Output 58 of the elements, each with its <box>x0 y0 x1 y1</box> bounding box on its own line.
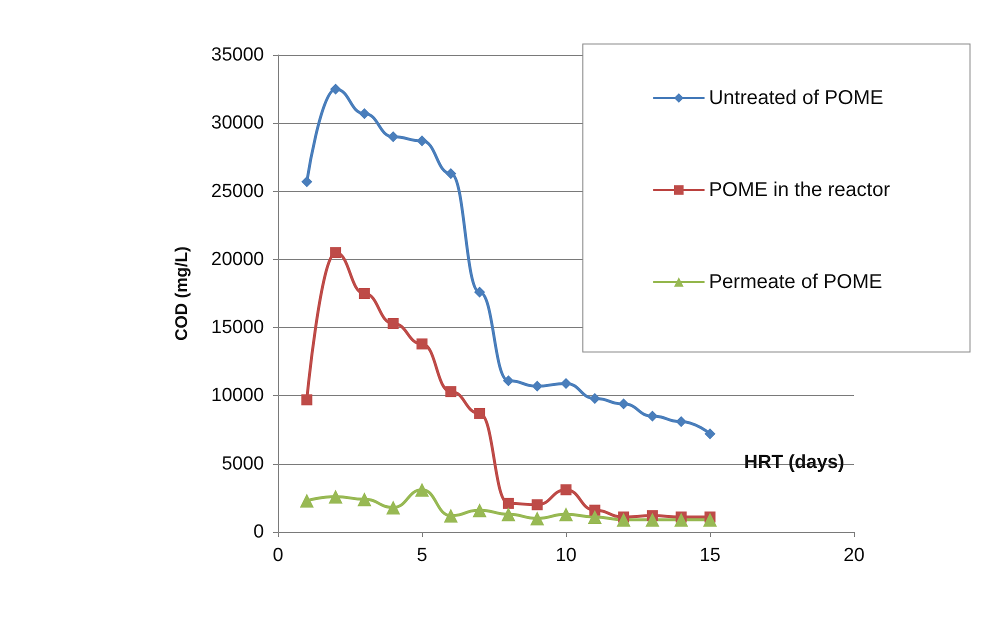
point <box>502 375 514 386</box>
x-axis-title: HRT (days) <box>744 452 844 473</box>
x-tick-label: 10 <box>555 545 577 566</box>
x-tick-label: 15 <box>699 545 721 566</box>
point <box>530 511 544 526</box>
point <box>532 380 543 392</box>
point <box>445 386 456 398</box>
point <box>415 482 429 497</box>
point <box>501 507 516 522</box>
point <box>560 378 572 389</box>
point <box>358 288 370 299</box>
y-tick-label: 15000 <box>211 317 264 338</box>
point <box>676 416 687 428</box>
x-tick-label: 20 <box>843 545 865 566</box>
point <box>703 512 717 527</box>
legend-label: Permeate of POME <box>708 271 882 293</box>
point <box>472 503 487 518</box>
point <box>588 510 602 524</box>
y-axis-title: COD (mg/L) <box>172 246 191 341</box>
point <box>416 338 428 350</box>
point <box>357 492 372 506</box>
point <box>416 135 428 146</box>
point <box>560 484 572 496</box>
point <box>388 318 399 329</box>
point <box>358 108 370 120</box>
point <box>532 499 543 510</box>
point <box>704 428 716 440</box>
x-tick-label: 0 <box>272 545 284 566</box>
point <box>674 512 688 527</box>
y-tick-label: 25000 <box>211 180 264 202</box>
legend-label: Untreated of POME <box>708 87 884 109</box>
point <box>502 498 514 509</box>
point <box>618 398 630 410</box>
point <box>330 84 342 95</box>
y-tick-label: 30000 <box>211 112 264 134</box>
point <box>444 508 458 523</box>
y-tick-label: 35000 <box>211 44 264 66</box>
point <box>328 490 343 504</box>
point <box>388 131 399 142</box>
point <box>616 512 631 527</box>
point <box>645 512 660 527</box>
y-tick-label: 0 <box>253 522 264 542</box>
point <box>301 176 312 188</box>
y-tick-label: 5000 <box>222 453 264 474</box>
point <box>559 507 573 522</box>
point <box>646 410 658 422</box>
point <box>589 392 600 404</box>
point <box>330 247 342 258</box>
legend-label: POME in the reactor <box>708 179 890 201</box>
y-tick-label: 10000 <box>211 385 264 406</box>
point <box>474 408 486 419</box>
point <box>386 500 400 514</box>
point <box>474 286 486 298</box>
x-tick-label: 5 <box>416 545 428 566</box>
y-tick-label: 20000 <box>211 248 264 270</box>
point <box>445 168 456 180</box>
point <box>300 494 314 508</box>
point <box>301 394 312 406</box>
